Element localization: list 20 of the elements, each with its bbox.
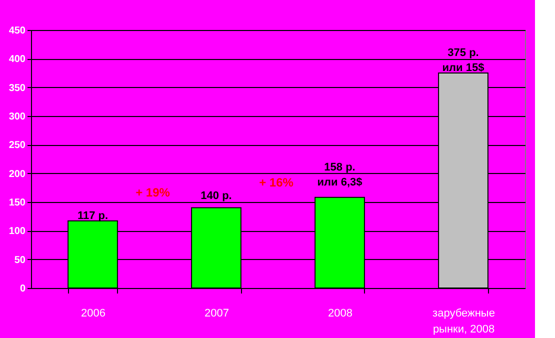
y-tick-label: 100: [8, 226, 26, 238]
x-tick-label: 2006: [81, 308, 106, 320]
data-label: 117 р.: [77, 210, 108, 222]
y-tick-label: 300: [8, 112, 26, 122]
x-tick-label: 2008: [328, 308, 352, 320]
y-tick-label: 400: [8, 54, 26, 66]
x-tick-label: зарубежные рынки, 2008: [432, 308, 495, 336]
annotation: + 19%: [136, 186, 170, 200]
annotation: + 16%: [259, 175, 294, 190]
y-tick-label: 450: [8, 26, 26, 36]
y-tick-label: 0: [20, 284, 26, 294]
data-label: 140 р.: [200, 190, 232, 202]
y-tick-label: 250: [8, 140, 26, 152]
y-tick-label: 350: [8, 82, 26, 94]
data-label: 375 р. или 15$: [442, 47, 484, 74]
y-tick-label: 200: [8, 168, 26, 180]
x-tick-label: 2007: [204, 308, 229, 320]
y-tick-label: 150: [8, 198, 26, 208]
y-tick-label: 50: [14, 254, 26, 266]
data-label: 158 р. или 6,3$: [317, 161, 362, 188]
